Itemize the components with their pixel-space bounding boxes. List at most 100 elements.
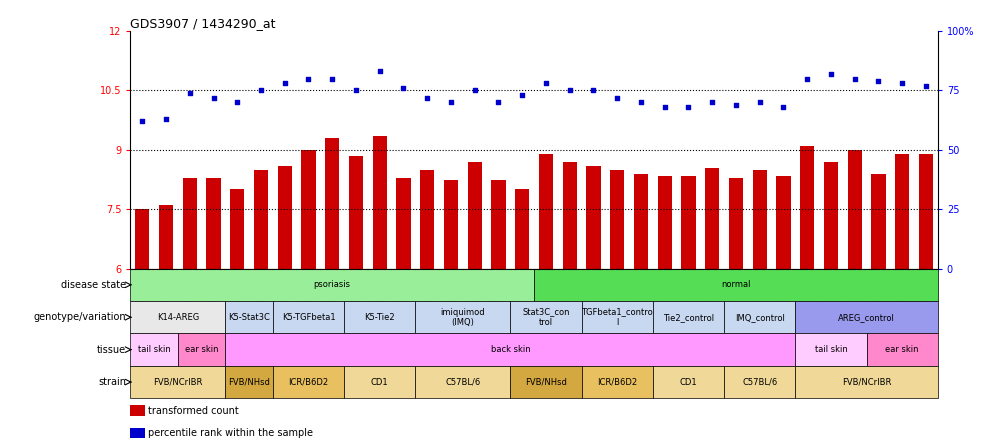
Bar	[515, 190, 529, 269]
Point	[703, 99, 719, 106]
Point	[799, 75, 815, 82]
Bar	[538, 154, 552, 269]
Text: TGFbeta1_contro
l: TGFbeta1_contro l	[581, 308, 652, 327]
Text: FVB/NHsd: FVB/NHsd	[524, 377, 566, 387]
Bar	[273, 301, 344, 333]
Bar	[177, 333, 225, 366]
Text: ICR/B6D2: ICR/B6D2	[289, 377, 329, 387]
Text: K5-Tie2: K5-Tie2	[364, 313, 395, 322]
Text: tail skin: tail skin	[814, 345, 847, 354]
Bar	[301, 150, 316, 269]
Text: Stat3C_con
trol: Stat3C_con trol	[522, 308, 569, 327]
Point	[205, 94, 221, 101]
Text: percentile rank within the sample: percentile rank within the sample	[148, 428, 313, 438]
Point	[443, 99, 459, 106]
Text: CD1: CD1	[371, 377, 388, 387]
Bar	[130, 333, 177, 366]
Bar	[728, 178, 742, 269]
Bar	[273, 366, 344, 398]
Text: tissue: tissue	[97, 345, 126, 355]
Text: K14-AREG: K14-AREG	[156, 313, 198, 322]
Bar	[229, 190, 244, 269]
Bar	[254, 170, 268, 269]
Bar	[795, 366, 937, 398]
Bar	[130, 405, 144, 416]
Bar	[349, 156, 363, 269]
Text: imiquimod
(IMQ): imiquimod (IMQ)	[440, 308, 485, 327]
Point	[561, 87, 577, 94]
Bar	[562, 162, 576, 269]
Bar	[344, 366, 415, 398]
Bar	[776, 175, 790, 269]
Bar	[278, 166, 292, 269]
Text: CD1: CD1	[679, 377, 696, 387]
Point	[750, 99, 767, 106]
Bar	[373, 136, 387, 269]
Point	[490, 99, 506, 106]
Point	[537, 80, 553, 87]
Point	[229, 99, 245, 106]
Point	[917, 82, 933, 89]
Point	[419, 94, 435, 101]
Text: K5-TGFbeta1: K5-TGFbeta1	[282, 313, 335, 322]
Point	[466, 87, 482, 94]
Point	[181, 89, 197, 96]
Text: ICR/B6D2: ICR/B6D2	[596, 377, 636, 387]
Bar	[823, 162, 838, 269]
Bar	[581, 301, 652, 333]
Point	[134, 118, 150, 125]
Text: FVB/NHsd: FVB/NHsd	[228, 377, 270, 387]
Bar	[130, 269, 534, 301]
Text: C57BL/6: C57BL/6	[741, 377, 777, 387]
Bar	[894, 154, 909, 269]
Text: ear skin: ear skin	[184, 345, 218, 354]
Point	[514, 91, 530, 99]
Bar	[182, 178, 196, 269]
Bar	[586, 166, 600, 269]
Point	[277, 80, 293, 87]
Point	[608, 94, 624, 101]
Text: IMQ_control: IMQ_control	[734, 313, 784, 322]
Text: disease state: disease state	[61, 280, 126, 290]
Text: FVB/NCrIBR: FVB/NCrIBR	[841, 377, 891, 387]
Text: GDS3907 / 1434290_at: GDS3907 / 1434290_at	[130, 17, 276, 30]
Bar	[415, 301, 510, 333]
Text: normal: normal	[720, 280, 749, 289]
Bar	[135, 209, 149, 269]
Point	[395, 84, 411, 91]
Text: ear skin: ear skin	[885, 345, 918, 354]
Point	[372, 68, 388, 75]
Bar	[225, 301, 273, 333]
Bar	[467, 162, 481, 269]
Bar	[752, 170, 767, 269]
Bar	[680, 175, 695, 269]
Text: FVB/NCrIBR: FVB/NCrIBR	[153, 377, 202, 387]
Bar	[534, 269, 937, 301]
Text: genotype/variation: genotype/variation	[34, 312, 126, 322]
Bar	[704, 168, 718, 269]
Bar	[609, 170, 623, 269]
Bar	[130, 428, 144, 438]
Bar	[158, 205, 173, 269]
Text: transformed count: transformed count	[148, 406, 238, 416]
Bar	[723, 366, 795, 398]
Point	[253, 87, 269, 94]
Bar	[396, 178, 410, 269]
Text: AREG_control: AREG_control	[838, 313, 894, 322]
Bar	[206, 178, 220, 269]
Bar	[130, 366, 225, 398]
Point	[870, 77, 886, 84]
Text: K5-Stat3C: K5-Stat3C	[228, 313, 270, 322]
Bar	[652, 366, 723, 398]
Bar	[325, 138, 339, 269]
Bar	[130, 301, 225, 333]
Point	[656, 103, 672, 111]
Point	[324, 75, 340, 82]
Bar	[800, 146, 814, 269]
Point	[585, 87, 601, 94]
Point	[775, 103, 791, 111]
Bar	[652, 301, 723, 333]
Point	[846, 75, 862, 82]
Text: back skin: back skin	[490, 345, 530, 354]
Bar	[225, 333, 795, 366]
